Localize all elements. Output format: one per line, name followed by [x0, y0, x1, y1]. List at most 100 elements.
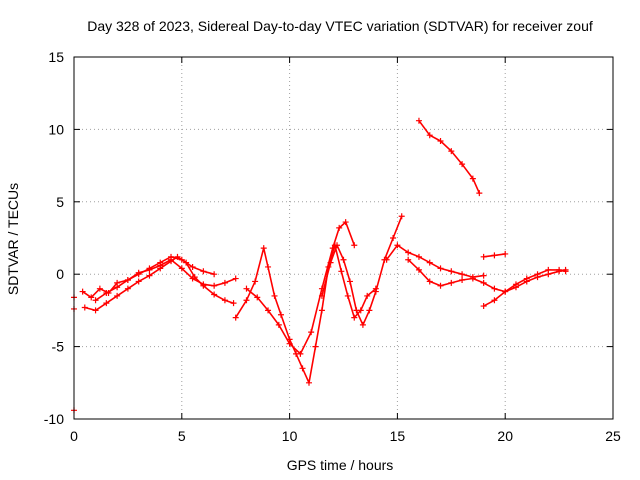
- data-point: [344, 292, 351, 299]
- data-point: [114, 284, 121, 291]
- x-tick-label: 15: [390, 428, 406, 444]
- data-point: [318, 292, 325, 299]
- y-tick-label: -10: [44, 411, 64, 427]
- data-point: [437, 265, 444, 272]
- data-series-arc-7: [383, 242, 487, 281]
- data-point: [312, 343, 319, 350]
- series-line: [95, 255, 215, 301]
- data-point: [200, 282, 207, 289]
- data-point: [135, 271, 142, 278]
- data-point: [178, 265, 185, 272]
- data-point: [512, 281, 519, 288]
- data-point: [200, 268, 207, 275]
- data-point: [211, 271, 218, 278]
- data-point: [114, 292, 121, 299]
- x-tick-label: 0: [70, 428, 78, 444]
- y-tick-label: 15: [48, 49, 64, 65]
- data-point: [88, 294, 95, 301]
- data-point: [491, 285, 498, 292]
- data-point: [265, 263, 272, 270]
- x-axis-label: GPS time / hours: [287, 457, 394, 473]
- data-point: [211, 291, 218, 298]
- series-line: [84, 255, 234, 312]
- x-tick-label: 10: [282, 428, 298, 444]
- data-point: [79, 288, 86, 295]
- data-point: [230, 300, 237, 307]
- plot-area: [71, 117, 569, 414]
- data-point: [232, 275, 239, 282]
- series-line: [235, 244, 377, 384]
- data-point: [286, 340, 293, 347]
- data-point: [405, 249, 412, 256]
- data-point: [437, 137, 444, 144]
- data-point: [405, 256, 412, 263]
- data-point: [329, 245, 336, 252]
- data-point: [523, 275, 530, 282]
- x-tick-label: 5: [178, 428, 186, 444]
- data-point: [480, 303, 487, 310]
- data-series-arc-6: [318, 213, 405, 328]
- data-point: [103, 300, 110, 307]
- data-point: [359, 321, 366, 328]
- data-point: [459, 271, 466, 278]
- data-point: [189, 263, 196, 270]
- data-point: [243, 285, 250, 292]
- data-point: [372, 288, 379, 295]
- data-point: [480, 279, 487, 286]
- data-point: [562, 268, 569, 275]
- data-point: [338, 268, 345, 275]
- data-series-arc-3: [92, 253, 218, 304]
- data-point: [502, 250, 509, 257]
- y-tick-label: 5: [56, 194, 64, 210]
- data-point: [277, 311, 284, 318]
- y-tick-label: -5: [52, 339, 65, 355]
- y-tick-label: 10: [48, 121, 64, 137]
- data-series-arc-11: [415, 117, 483, 197]
- data-point: [342, 219, 349, 226]
- data-point: [232, 314, 239, 321]
- data-point: [254, 294, 261, 301]
- data-point: [271, 292, 278, 299]
- data-point: [318, 307, 325, 314]
- data-point: [366, 307, 373, 314]
- data-point: [96, 285, 103, 292]
- chart-title: Day 328 of 2023, Sidereal Day-to-day VTE…: [87, 18, 593, 34]
- grid: [74, 57, 613, 419]
- data-point: [469, 175, 476, 182]
- data-point: [394, 242, 401, 249]
- data-point: [353, 307, 360, 314]
- data-point: [491, 297, 498, 304]
- data-point: [502, 288, 509, 295]
- data-point: [336, 224, 343, 231]
- data-point: [211, 282, 218, 289]
- data-point: [306, 379, 313, 386]
- data-point: [426, 278, 433, 285]
- data-point: [426, 132, 433, 139]
- data-series-arc-2: [81, 253, 237, 314]
- data-point: [351, 314, 358, 321]
- data-point: [168, 253, 175, 260]
- data-series-arc-4: [232, 242, 379, 386]
- series-line: [245, 221, 356, 355]
- data-point: [390, 235, 397, 241]
- data-point: [157, 259, 164, 266]
- data-point: [191, 274, 198, 281]
- data-point: [545, 266, 552, 273]
- series-line: [321, 216, 403, 326]
- data-point: [243, 297, 250, 304]
- data-point: [426, 259, 433, 266]
- data-point: [480, 253, 487, 260]
- data-point: [92, 307, 99, 314]
- series-line: [407, 259, 566, 293]
- data-point: [556, 266, 563, 273]
- data-point: [297, 350, 304, 357]
- data-point: [415, 253, 422, 260]
- series-line: [418, 120, 481, 194]
- data-point: [221, 297, 228, 304]
- data-point: [437, 282, 444, 289]
- data-point: [334, 242, 341, 249]
- y-axis-label: SDTVAR / TECUs: [5, 183, 21, 295]
- series-line: [82, 258, 237, 299]
- data-point: [124, 285, 131, 292]
